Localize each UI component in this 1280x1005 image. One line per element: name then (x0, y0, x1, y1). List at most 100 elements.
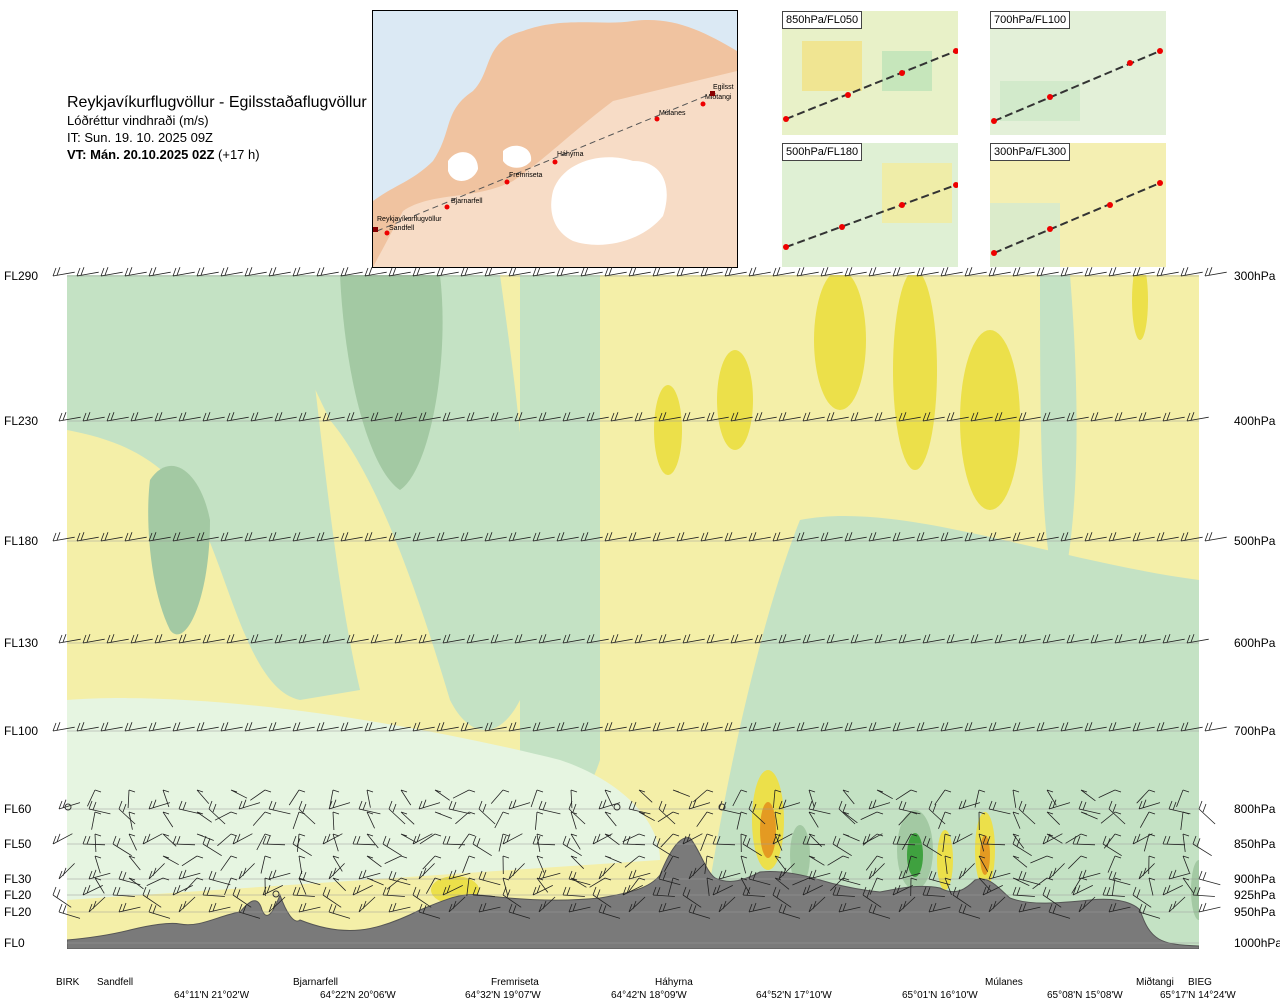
wind-barb (778, 903, 801, 919)
wind-barb (1108, 902, 1131, 913)
wind-barb (700, 267, 723, 277)
wind-barb (712, 835, 736, 846)
calm-marker (272, 890, 280, 898)
wind-barb-low (260, 855, 272, 874)
wind-barb (796, 532, 819, 542)
minimap-300: 300hPa/FL300 (990, 143, 1166, 267)
field-core-up-6 (1132, 275, 1148, 340)
wind-barb (58, 412, 81, 422)
wind-barb-low (536, 833, 544, 852)
wind-barb (502, 833, 523, 845)
coordinate-label: 64°42'N 18°09'W (611, 990, 687, 1001)
wind-barb (628, 896, 646, 913)
field-core-down-low-strong (907, 833, 923, 877)
wind-barb-low (1098, 789, 1122, 798)
minimap-500-svg (782, 143, 958, 267)
wind-barb-low (1111, 877, 1122, 896)
wind-barb (106, 412, 129, 422)
wind-barb-low (1012, 877, 1030, 886)
wind-barb (598, 903, 621, 919)
wind-barb (172, 722, 195, 732)
wind-barb-low (455, 811, 476, 825)
wind-barb-low (792, 877, 816, 886)
minimap-500-label: 500hPa/FL180 (782, 143, 863, 161)
wind-barb (988, 869, 1011, 880)
wind-barb-low (128, 811, 136, 830)
wind-barb (1036, 532, 1059, 542)
wind-barb (562, 412, 585, 422)
wind-barb-low (1182, 855, 1190, 873)
wind-barb (1198, 870, 1221, 886)
wind-barb-low (162, 789, 170, 808)
wind-barb (124, 267, 147, 277)
wind-barb-low (220, 855, 238, 871)
wind-barb (268, 532, 291, 542)
wind-barb-low (128, 833, 137, 851)
wind-barb (208, 870, 231, 886)
wind-barb-low (1100, 811, 1122, 824)
wind-barb (946, 634, 969, 644)
wind-barb (892, 884, 913, 896)
wind-barb (148, 903, 171, 919)
wind-barb-low (774, 855, 787, 871)
wind-barb-low (288, 789, 306, 806)
waypoint-label: Bjarnarfell (293, 977, 338, 988)
wind-barb (988, 800, 1011, 815)
wind-barb (604, 532, 627, 542)
wind-barb (298, 634, 321, 644)
wind-barb (448, 869, 471, 880)
wind-barb (412, 532, 435, 542)
wind-barb (634, 412, 657, 422)
wind-barb (532, 722, 555, 732)
wind-barb-low (827, 855, 850, 866)
minimap-300-svg (990, 143, 1166, 267)
wind-barb (622, 884, 643, 896)
wind-barb-low (452, 789, 476, 799)
wind-barb (1114, 634, 1137, 644)
wind-barb (802, 412, 825, 422)
waypoint-label: Sandfell (97, 977, 133, 988)
wind-barb (916, 532, 939, 542)
wind-barb (1012, 886, 1035, 897)
wind-barb-low (91, 811, 102, 830)
fl-label: FL100 (4, 724, 38, 738)
wind-barb (820, 532, 843, 542)
fl-label: FL50 (4, 837, 32, 851)
wind-barb-low (638, 811, 655, 822)
wind-barb (652, 267, 675, 277)
wind-barb (1162, 634, 1185, 644)
wind-barb-low (944, 877, 952, 895)
wind-barb (364, 267, 387, 277)
wind-barb (226, 412, 249, 422)
wind-barb-low (298, 877, 307, 895)
wind-barb-low (657, 811, 680, 823)
wind-barb-low (862, 833, 884, 846)
wind-barb-low (400, 833, 417, 844)
wind-barb-low (704, 855, 714, 874)
wind-barb-low (128, 877, 144, 890)
wind-barb-low (740, 833, 748, 853)
wind-barb (1186, 412, 1209, 422)
wind-barb (478, 870, 501, 886)
wind-barb-low (938, 811, 952, 829)
wind-barb (868, 863, 885, 880)
levels-layer: FL290 300hPa FL230 400hPa FL180 500hPa FL130 60… (4, 267, 1280, 950)
wind-barb-low (672, 789, 690, 797)
hpa-label: 900hPa (1234, 872, 1276, 886)
wind-barb-low (944, 855, 952, 874)
wind-barb (802, 884, 823, 896)
wind-barb (958, 799, 981, 810)
wind-barb (754, 412, 777, 422)
wind-barb-low (667, 877, 680, 896)
wind-barb (598, 863, 615, 880)
wind-barb (130, 634, 153, 644)
wind-barb (1168, 869, 1191, 880)
wind-barb (208, 800, 226, 825)
wind-barb-low (292, 811, 306, 830)
wind-barb-low (808, 833, 822, 847)
wind-barb (1042, 412, 1065, 422)
wind-barb-low (386, 877, 408, 890)
wind-barb (820, 267, 843, 277)
wind-barb (952, 886, 972, 908)
wind-barb (466, 634, 489, 644)
